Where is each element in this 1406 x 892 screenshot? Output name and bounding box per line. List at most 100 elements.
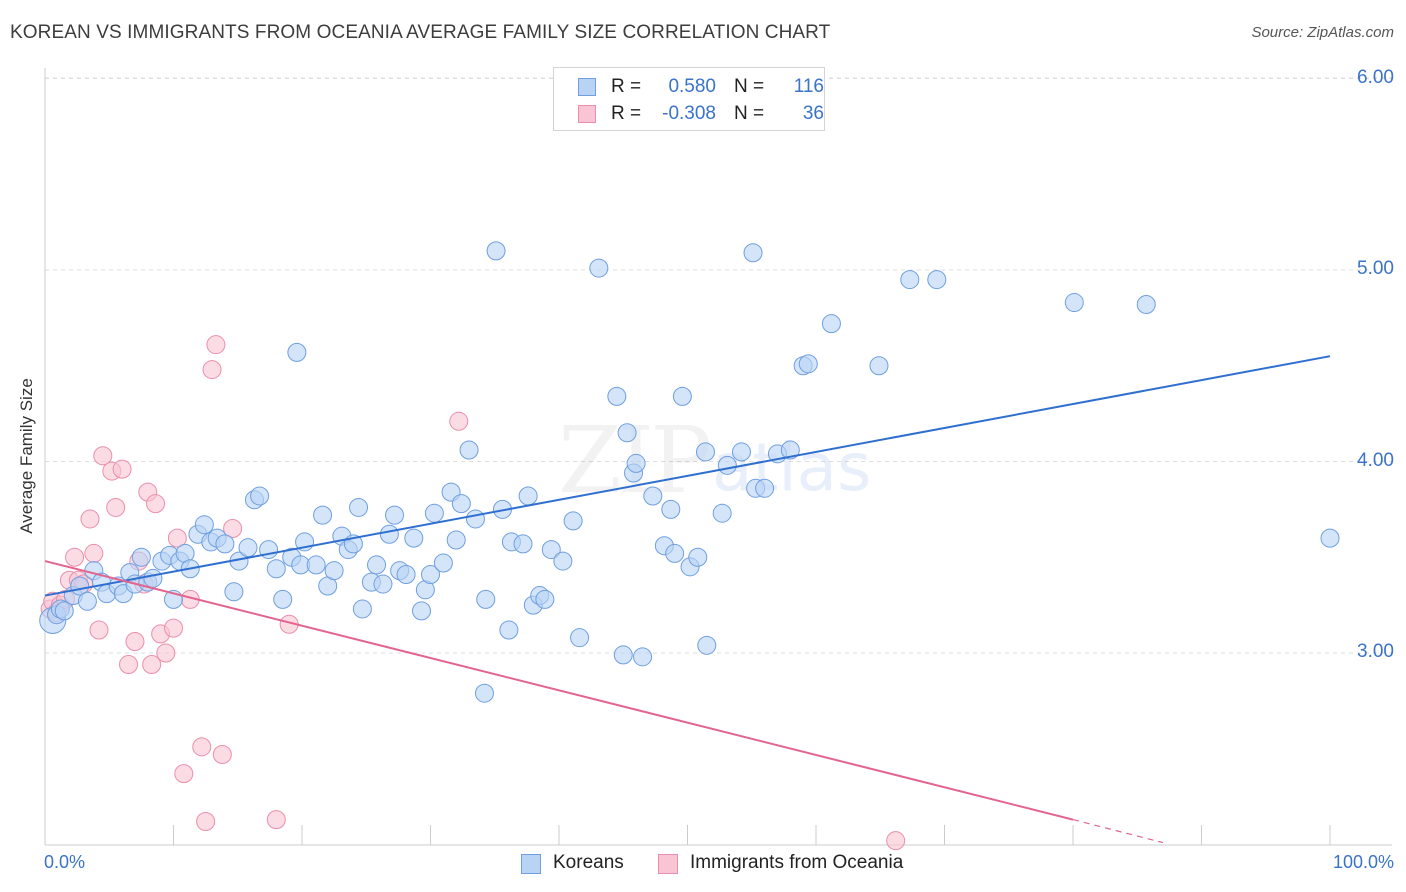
oceania-point [202,360,222,380]
korean-point [396,564,416,584]
trendlines [44,355,1331,844]
korean-point [194,515,214,535]
oceania-point [223,519,243,539]
oceania-point [80,509,100,529]
korean-point [563,511,583,531]
korean-point [688,547,708,567]
chart-title: KOREAN VS IMMIGRANTS FROM OCEANIA AVERAG… [10,22,831,43]
n-label: N = [734,103,765,124]
oceania-point [119,654,139,674]
korean-point [224,582,244,602]
oceania-point [146,494,166,514]
korean-point [273,589,293,609]
korean-point [412,601,432,621]
korean-point [613,645,633,665]
korean-point [324,561,344,581]
oceania-point [112,459,132,479]
korean-point [215,534,235,554]
korean-point [1320,528,1340,548]
oceania-point [167,528,187,548]
y-tick-label: 6.00 [1357,66,1394,88]
korean-swatch [578,78,596,96]
korean-point [780,440,800,460]
oceania-point [125,632,145,652]
oceania-point [65,547,85,567]
oceania-point [164,618,183,638]
gridlines [45,77,1392,654]
korean-point [643,486,663,506]
korean-point [421,564,440,584]
korean-point [404,528,424,548]
source-label: Source: ZipAtlas.com [1251,24,1394,41]
korean-point [743,243,763,263]
n-value: 36 [802,103,824,124]
oceania-point [156,643,176,663]
x-tick-min: 0.0% [44,852,86,872]
korean-point [451,494,471,514]
korean-legend-swatch [521,854,541,874]
korean-point [821,314,841,334]
y-tick-label: 4.00 [1357,449,1394,471]
korean-point [77,591,97,611]
korean-point [1064,293,1084,313]
oceania-trendline-extension [1072,819,1164,844]
oceania-point [89,620,109,640]
korean-point [349,497,369,517]
korean-point [697,635,717,655]
korean-point [798,354,818,374]
oceania-point [206,335,226,355]
oceania-point [106,497,126,517]
korean-point [424,503,444,523]
oceania-point [93,446,113,466]
korean-point [755,478,775,498]
korean-point [900,270,920,290]
korean-point [617,423,637,443]
legend-label: Koreans [553,852,624,873]
korean-point [446,530,466,550]
oceania-legend-swatch [658,854,678,874]
korean-point [535,589,555,609]
korean-point [459,440,479,460]
korean-point [695,442,715,462]
korean-point [717,455,737,475]
korean-point [474,683,494,703]
korean-point [869,356,889,376]
korean-point [661,499,681,519]
korean-point [373,574,393,594]
n-value: 116 [793,76,824,97]
korean-point [367,555,387,575]
korean-point [266,559,286,579]
oceania-point [174,764,194,784]
y-tick-label: 3.00 [1357,641,1394,662]
korean-point [589,258,609,278]
korean-point [352,599,372,619]
korean-point [553,551,573,571]
korean-point [143,568,163,588]
y-tick-label: 5.00 [1357,258,1394,279]
oceania-trendline [44,560,1074,821]
korean-point [1136,294,1156,314]
korean-point [607,386,627,406]
correlation-stats-box: R = 0.580 N = 116 R = -0.308 N = 36 [553,67,825,131]
n-label: N = [734,76,765,97]
oceania-point [212,744,232,764]
korean-point [465,509,485,529]
korean-point [518,486,538,506]
oceania-point [886,831,906,851]
zipatlas-watermark: ZIP atlas [558,407,872,514]
oceania-point [142,654,162,674]
korean-point [672,386,692,406]
korean-point [665,543,685,563]
korean-point [486,241,506,261]
oceania-point [266,810,286,830]
korean-point [306,555,326,575]
korean-point [712,503,732,523]
korean-point [433,553,453,573]
axes [44,68,1392,846]
korean-point [633,647,653,667]
korean-point [541,540,561,560]
r-label: R = [611,76,642,97]
x-tick-max: 100.0% [1332,852,1394,872]
korean-point [287,342,307,362]
